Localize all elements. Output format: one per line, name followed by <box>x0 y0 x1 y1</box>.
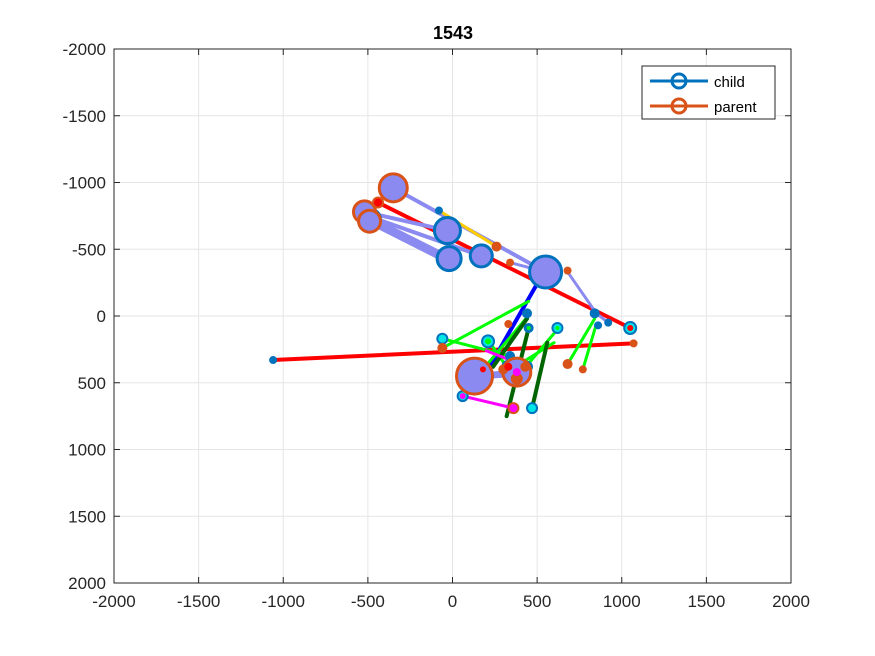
child-point <box>526 402 539 415</box>
link-line <box>566 270 598 315</box>
y-tick-label: -2000 <box>63 40 106 59</box>
legend-child-label: child <box>714 74 745 91</box>
parent-point <box>578 365 587 374</box>
grid <box>113 48 792 584</box>
parent-point <box>506 258 515 267</box>
parent-point <box>504 320 513 329</box>
parent-point <box>491 241 502 252</box>
highlight-point <box>459 393 466 400</box>
link-line <box>530 340 550 411</box>
highlight-point <box>485 338 492 345</box>
child-point <box>435 245 463 273</box>
child-point <box>589 308 600 319</box>
child-point <box>468 243 494 269</box>
x-tick-label: 1500 <box>687 592 725 611</box>
highlight-point <box>512 368 521 377</box>
x-tick-label: -1500 <box>177 592 220 611</box>
chart-title: 1543 <box>433 23 473 43</box>
y-tick-label: 1000 <box>68 441 106 460</box>
x-tick-label: -1000 <box>262 592 305 611</box>
legend-parent-label: parent <box>714 99 757 116</box>
link-line <box>440 299 531 350</box>
y-tick-label: 2000 <box>68 574 106 593</box>
child-point <box>434 206 443 215</box>
legend-box <box>641 65 776 120</box>
parent-point <box>563 266 572 275</box>
highlight-point <box>479 366 486 373</box>
legend-child-marker <box>670 72 688 90</box>
parent-point <box>437 343 448 354</box>
x-tick-label: -500 <box>351 592 385 611</box>
legend-parent-marker <box>670 97 688 115</box>
x-tick-label: 500 <box>523 592 551 611</box>
y-tick-label: 500 <box>78 374 106 393</box>
link-line <box>271 341 636 363</box>
child-point <box>432 216 462 246</box>
child-point <box>604 318 613 327</box>
link-line <box>566 317 597 366</box>
x-tick-label: 2000 <box>772 592 810 611</box>
parent-point <box>357 208 383 234</box>
highlight-point <box>509 404 518 413</box>
parent-point <box>562 359 573 370</box>
x-tick-label: 0 <box>448 592 457 611</box>
highlight-point <box>555 326 560 331</box>
x-axis: -2000 -1500 -1000 -500 0 500 1000 1500 2000 <box>92 49 810 611</box>
link-line <box>491 316 529 369</box>
parent-point <box>520 361 531 372</box>
link-line <box>365 215 454 265</box>
y-axis: -2000 -1500 -1000 -500 0 500 1000 1500 2000 <box>63 40 791 593</box>
link-line <box>369 215 484 258</box>
link-line <box>581 322 598 371</box>
link-line <box>461 394 515 410</box>
highlight-point <box>526 326 531 331</box>
legend: child parent <box>641 65 776 120</box>
y-tick-label: 1500 <box>68 507 106 526</box>
plot-content <box>269 172 638 419</box>
parent-point <box>455 356 495 396</box>
child-point <box>269 356 278 365</box>
child-point <box>528 254 564 290</box>
y-tick-label: -1500 <box>63 107 106 126</box>
y-tick-label: -500 <box>72 240 106 259</box>
y-tick-label: 0 <box>97 307 106 326</box>
parent-point <box>377 172 409 204</box>
child-point <box>521 308 532 319</box>
parent-point <box>629 339 638 348</box>
highlight-markers <box>374 198 634 413</box>
child-point <box>594 321 603 330</box>
highlight-point <box>504 362 513 371</box>
highlight-point <box>374 198 383 207</box>
highlight-point <box>627 325 634 332</box>
x-tick-label: 1000 <box>603 592 641 611</box>
y-tick-label: -1000 <box>63 174 106 193</box>
x-tick-label: -2000 <box>92 592 135 611</box>
child-point <box>436 332 449 345</box>
